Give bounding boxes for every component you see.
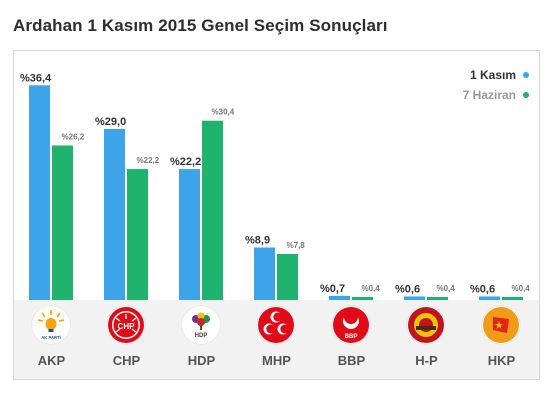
- data-label-chp-kasim: %29,0: [95, 116, 126, 128]
- chart-card: %36,4 %26,2 %29,0 %22,2 %22,2 %30,4 %8,9 %7,8 %0…: [13, 50, 540, 380]
- chp-six-arrows-logo-icon: CHP: [107, 306, 145, 344]
- data-label-bbp-haziran: %0,4: [362, 284, 381, 293]
- akp-logo-text: AK PARTİ: [41, 335, 60, 340]
- legend-dot-blue-icon: [523, 72, 529, 78]
- chart-legend: 1 Kasım 7 Haziran: [463, 65, 529, 105]
- party-slot-mhp: MHP: [239, 300, 314, 379]
- bar-chart: %36,4 %26,2 %29,0 %22,2 %22,2 %30,4 %8,9 %7,8 %0…: [20, 72, 531, 300]
- data-label-akp-kasim: %36,4: [20, 72, 52, 84]
- party-slot-hkp: HKP: [464, 300, 539, 379]
- legend-label: 1 Kasım: [469, 68, 516, 82]
- data-label-hkp-haziran: %0,4: [512, 284, 531, 293]
- legend-dot-green-icon: [523, 92, 529, 98]
- bar-hkp-haziran: [502, 297, 523, 300]
- legend-item-1-kasim: 1 Kasım: [463, 65, 529, 85]
- page-title: Ardahan 1 Kasım 2015 Genel Seçim Sonuçla…: [13, 16, 388, 35]
- hp-sun-logo-icon: [407, 306, 445, 344]
- bbp-crescent-logo-icon: BBP: [332, 306, 370, 344]
- bar-bbp-kasim: [329, 295, 350, 300]
- akp-bulb-logo-icon: AK PARTİ: [32, 306, 70, 344]
- party-name-hkp: HKP: [487, 353, 516, 368]
- bar-hdp-kasim: [179, 169, 200, 300]
- hdp-logo-text: HDP: [195, 333, 208, 339]
- data-label-bbp-kasim: %0,7: [320, 283, 345, 295]
- hdp-tree-logo-icon: HDP: [182, 306, 220, 344]
- party-slot-hp: H-P: [389, 300, 464, 379]
- legend-label: 7 Haziran: [462, 88, 516, 102]
- party-slot-akp: AK PARTİ AKP: [14, 300, 89, 379]
- bbp-logo-text: BBP: [345, 334, 358, 340]
- data-label-mhp-haziran: %7,8: [287, 241, 306, 250]
- chp-logo-text: CHP: [118, 322, 136, 331]
- bar-bbp-haziran: [352, 297, 373, 300]
- data-label-hp-kasim: %0,6: [395, 283, 420, 295]
- party-name-hdp: HDP: [187, 353, 216, 368]
- legend-item-7-haziran: 7 Haziran: [463, 85, 529, 105]
- party-name-akp: AKP: [37, 353, 66, 368]
- party-slot-chp: CHP CHP: [89, 300, 164, 379]
- data-label-hdp-haziran: %30,4: [212, 108, 235, 117]
- party-name-mhp: MHP: [262, 353, 291, 368]
- party-name-bbp: BBP: [337, 353, 366, 368]
- party-name-chp: CHP: [112, 353, 141, 368]
- party-slot-hdp: HDP HDP: [164, 300, 239, 379]
- data-label-hp-haziran: %0,4: [437, 284, 456, 293]
- party-logo-strip: AK PARTİ AKP CHP CHP: [14, 300, 539, 379]
- data-label-hkp-kasim: %0,6: [470, 283, 495, 295]
- bar-mhp-kasim: [254, 247, 275, 300]
- mhp-three-crescents-logo-icon: [257, 306, 295, 344]
- bar-akp-kasim: [29, 85, 50, 300]
- hkp-flag-logo-icon: [482, 306, 520, 344]
- party-name-hp: H-P: [415, 353, 438, 368]
- data-label-hdp-kasim: %22,2: [170, 156, 201, 168]
- bar-chp-kasim: [104, 128, 125, 300]
- bar-akp-haziran: [52, 145, 73, 300]
- bar-mhp-haziran: [277, 253, 298, 300]
- bar-chp-haziran: [127, 169, 148, 300]
- data-label-mhp-kasim: %8,9: [245, 235, 270, 247]
- party-slot-bbp: BBP BBP: [314, 300, 389, 379]
- data-label-akp-haziran: %26,2: [62, 132, 85, 141]
- bar-hkp-kasim: [479, 296, 500, 300]
- data-label-chp-haziran: %22,2: [137, 156, 160, 165]
- bar-hp-kasim: [404, 296, 425, 300]
- bar-hp-haziran: [427, 297, 448, 300]
- bar-hdp-haziran: [202, 120, 223, 300]
